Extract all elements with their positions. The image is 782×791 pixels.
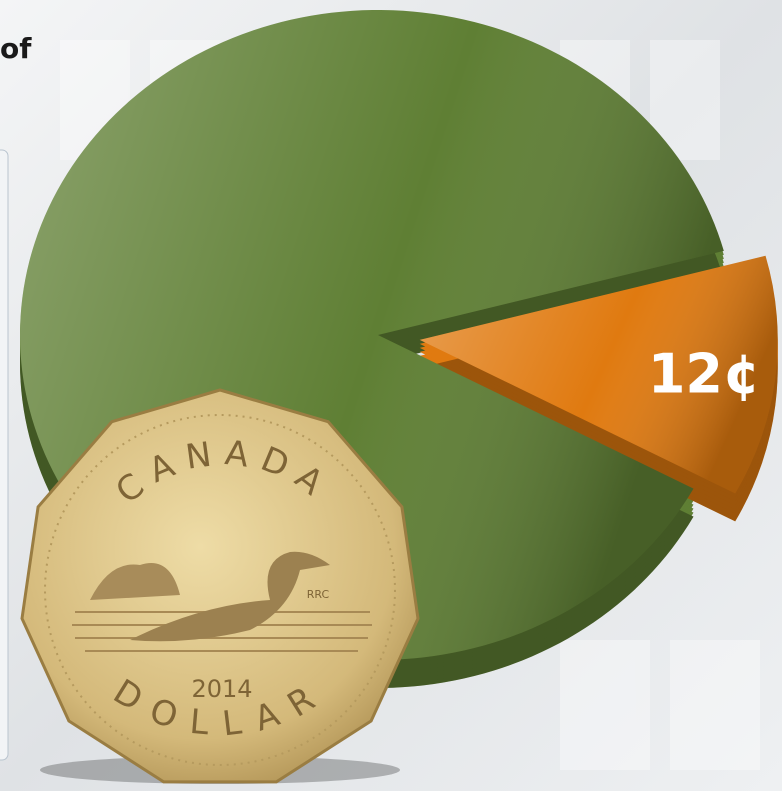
- coin-mark: RRC: [307, 588, 330, 601]
- coin-year: 2014: [191, 675, 252, 703]
- slice-shading: [419, 255, 778, 494]
- window-pattern: [60, 40, 760, 770]
- side-panel: [0, 149, 9, 761]
- slice-label: 12¢: [648, 342, 761, 405]
- chart-title: of: [0, 32, 32, 65]
- coin: CANADA DOLLAR 2014 RRC: [20, 388, 420, 784]
